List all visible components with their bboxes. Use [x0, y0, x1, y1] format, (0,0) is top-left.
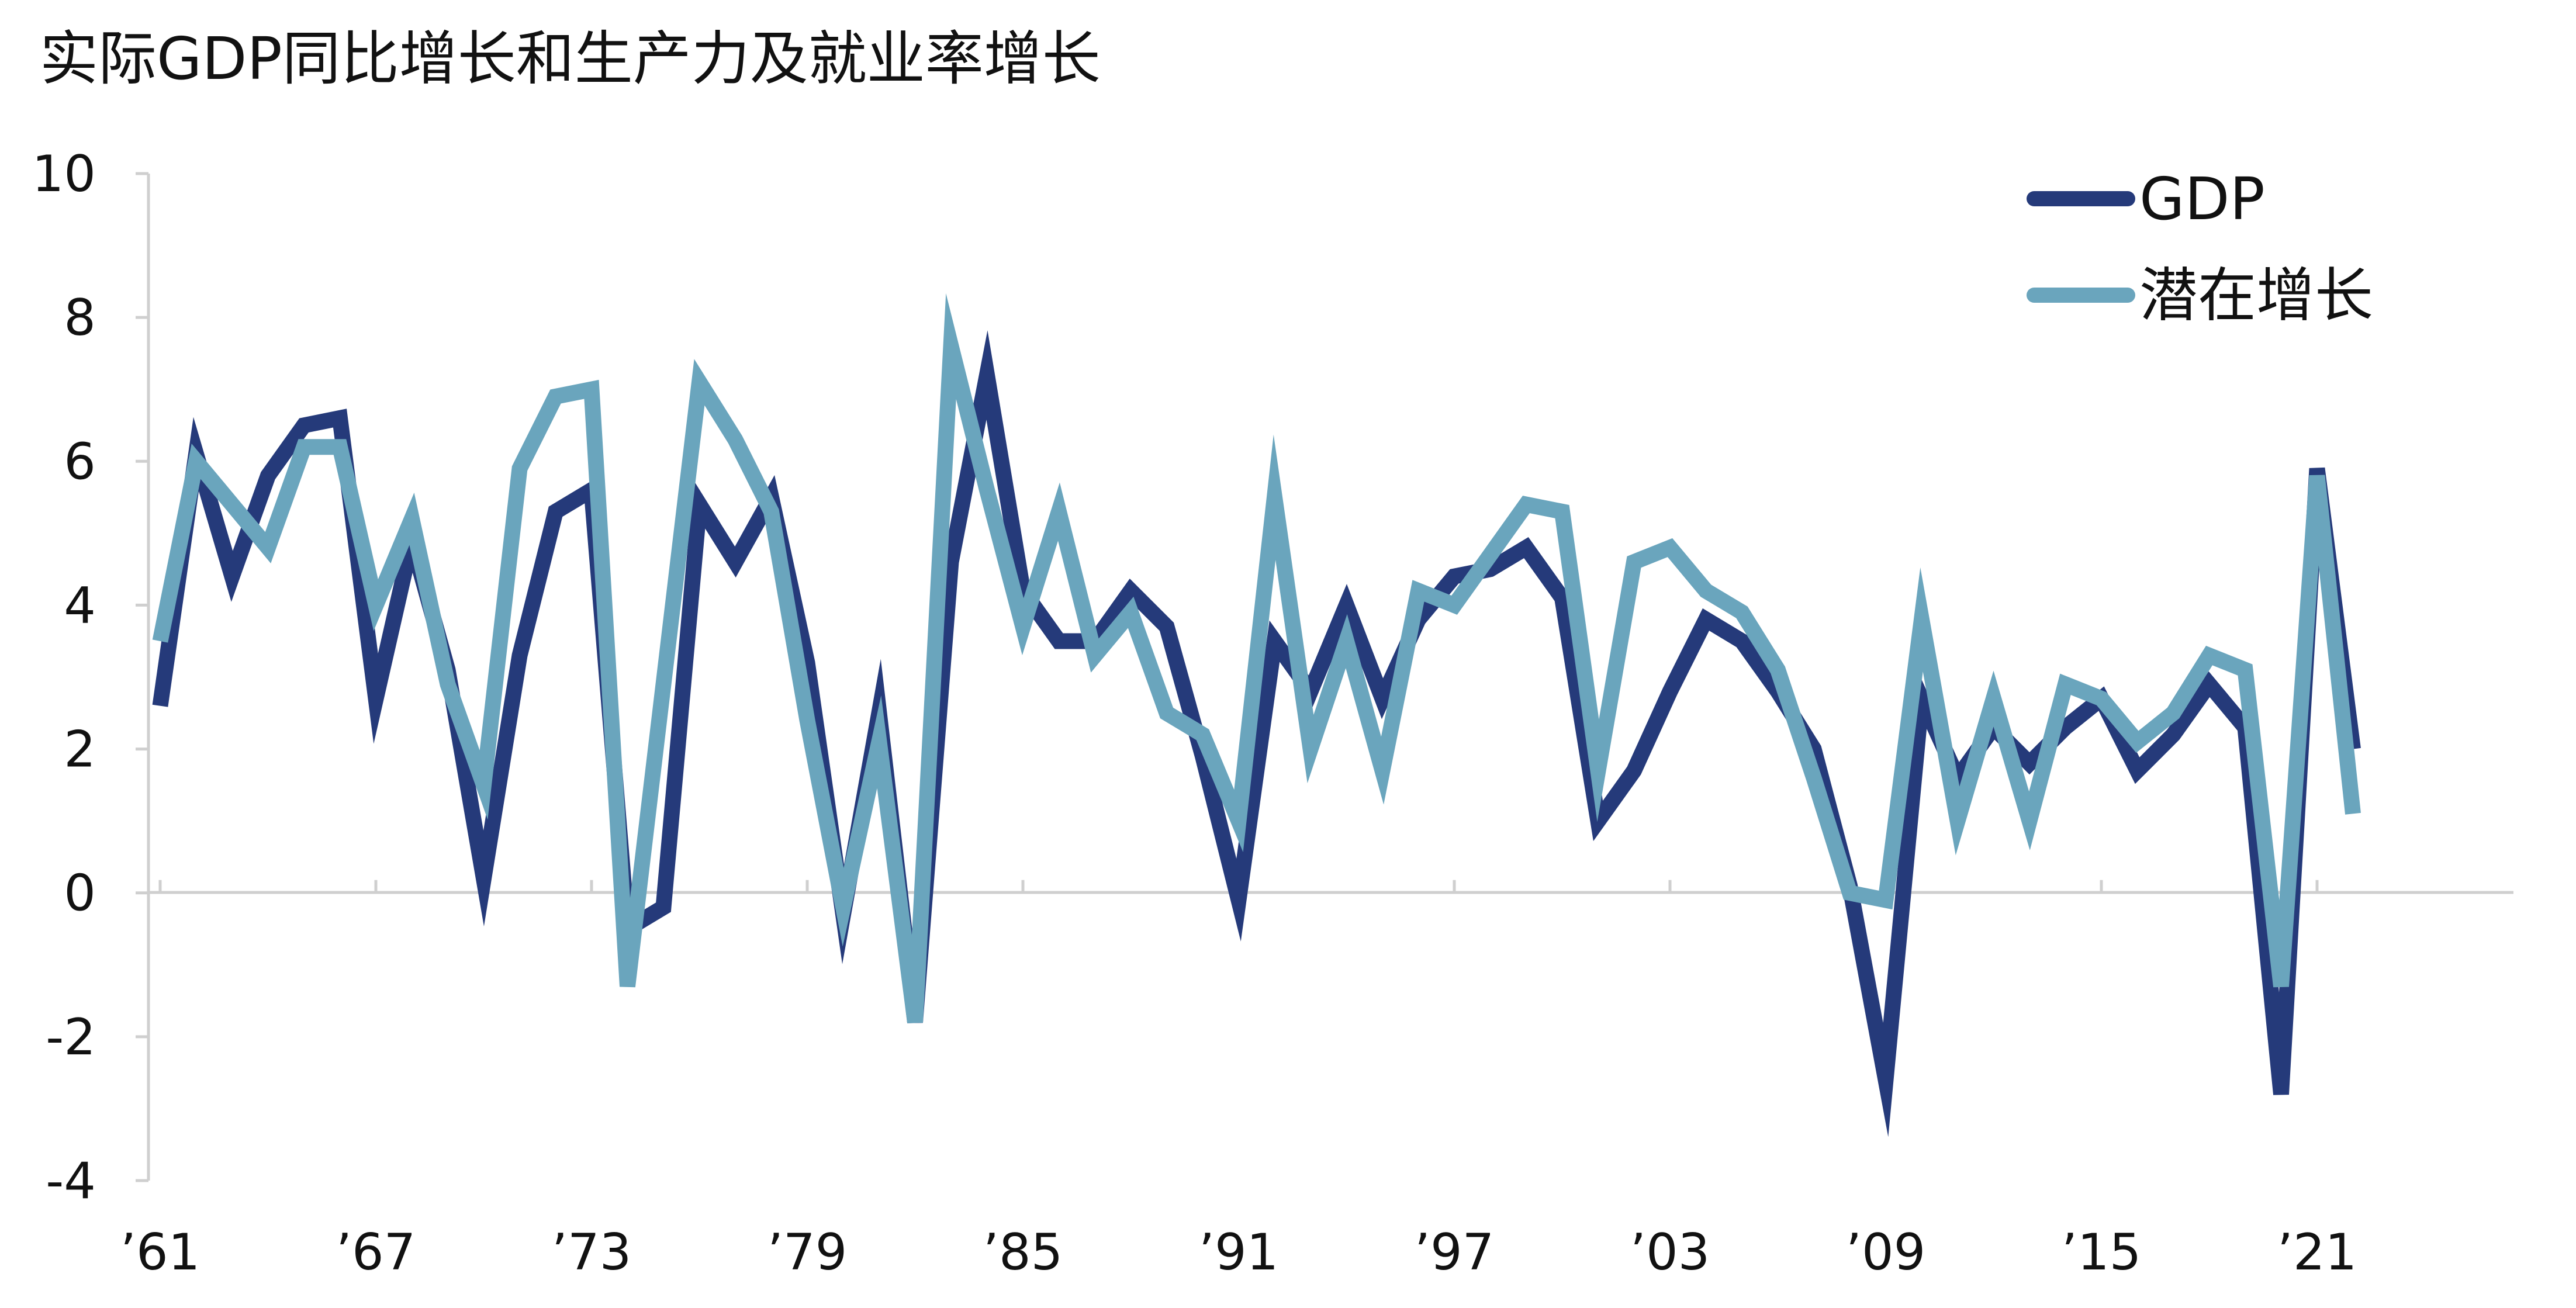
series-line-1 — [152, 293, 2361, 1023]
x-tick-label: ’91 — [1199, 1223, 1279, 1282]
legend-label-1: 潜在增长 — [2139, 261, 2373, 330]
x-tick-label: ’79 — [767, 1223, 848, 1282]
x-tick-label: ’97 — [1415, 1223, 1495, 1282]
x-tick-label: ’21 — [2277, 1223, 2357, 1282]
y-axis-ticks: -4 -2 0 2 4 6 8 10 — [32, 145, 148, 1210]
y-tick-label: -4 — [46, 1152, 96, 1210]
x-tick-label: ’15 — [2062, 1223, 2142, 1282]
x-tick-label: ’61 — [120, 1223, 200, 1282]
y-tick-label: 6 — [64, 432, 96, 491]
x-tick-label: ’73 — [552, 1223, 632, 1282]
y-tick-label: -2 — [46, 1008, 96, 1067]
series-lines — [152, 293, 2361, 1137]
x-tick-label: ’09 — [1846, 1223, 1926, 1282]
x-tick-label: ’67 — [336, 1223, 416, 1282]
chart-title: 实际GDP同比增长和生产力及就业率增长 — [40, 25, 1101, 93]
x-tick-label: ’03 — [1630, 1223, 1710, 1282]
x-tick-label: ’85 — [983, 1223, 1063, 1282]
y-tick-label: 8 — [64, 289, 96, 347]
legend-label-0: GDP — [2139, 165, 2265, 233]
y-tick-label: 0 — [64, 864, 96, 923]
y-tick-label: 4 — [64, 576, 96, 635]
legend: GDP 潜在增长 — [2027, 165, 2373, 330]
y-tick-label: 2 — [64, 721, 96, 779]
y-tick-label: 10 — [32, 145, 96, 203]
x-axis-ticks: ’61 ’67 ’73 ’79 ’85 ’91 ’97 ’03 ’09 ’15 ’21 — [120, 880, 2357, 1282]
